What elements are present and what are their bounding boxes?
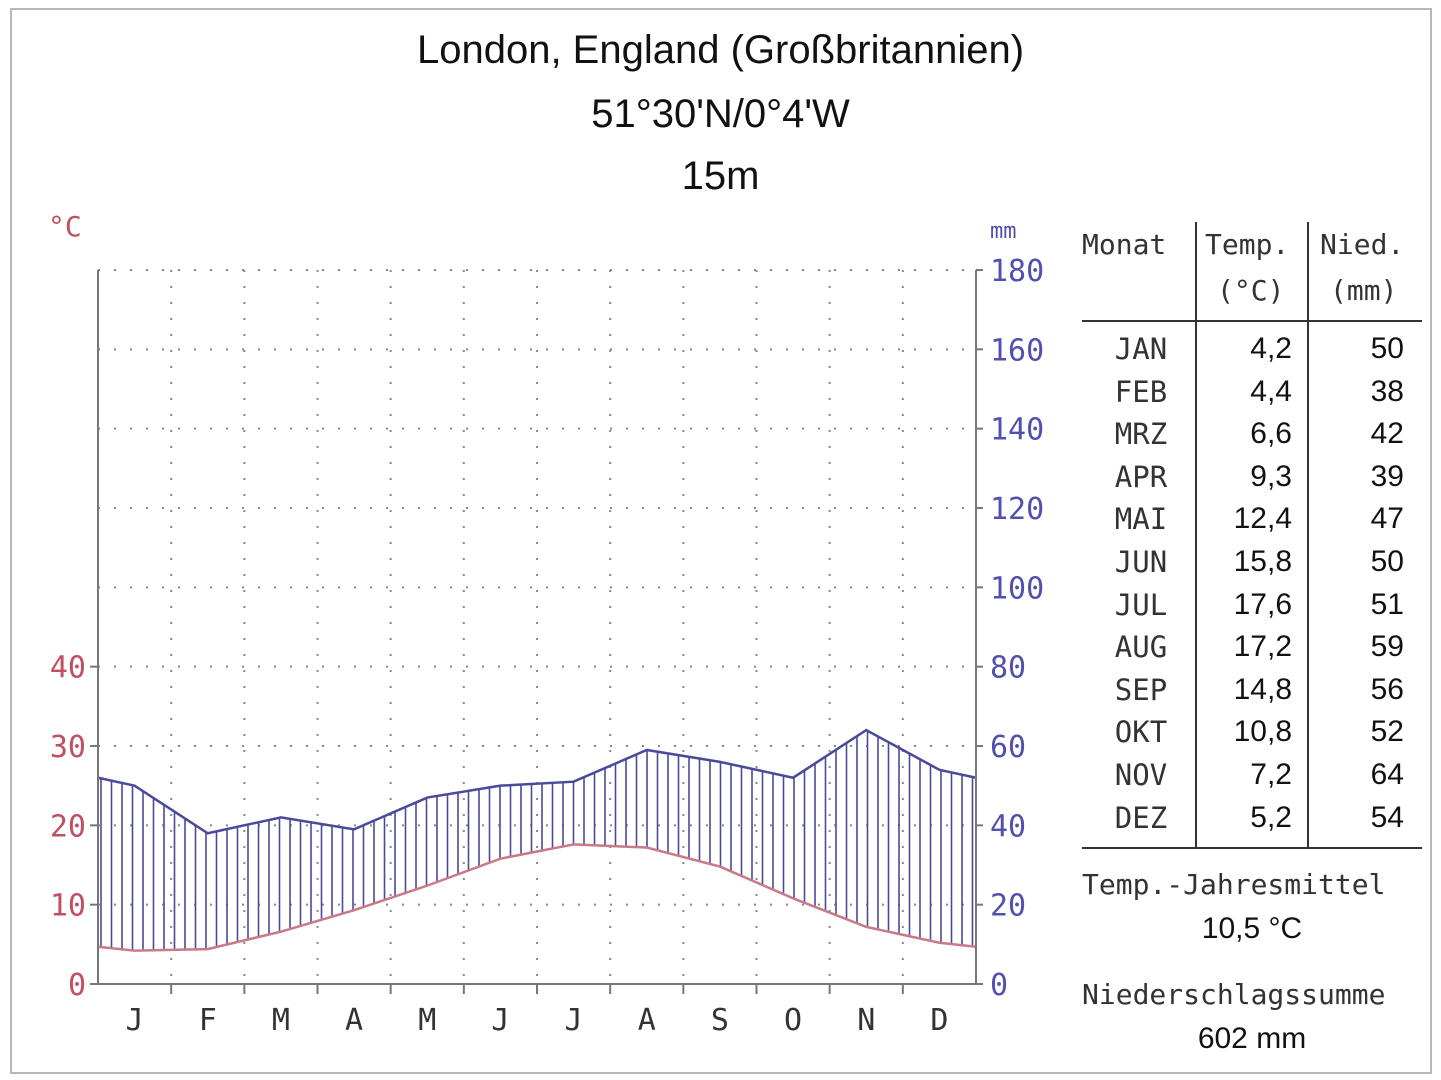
left-tick-label: 10 [50, 889, 86, 924]
left-tick-label: 20 [50, 809, 86, 844]
x-tick-label: J [565, 1003, 583, 1038]
left-axis-unit: °C [48, 210, 82, 243]
right-tick-label: 140 [990, 413, 1044, 448]
table-cell-temp: 12,4 [1233, 502, 1292, 536]
table-cell-month: JUN [1114, 545, 1168, 579]
table-header-month: Monat [1082, 228, 1167, 261]
temperature-line [97, 843, 977, 952]
x-tick-label: F [199, 1003, 217, 1038]
x-tick-label: N [857, 1003, 875, 1038]
table-cell-prec: 56 [1370, 672, 1404, 706]
table-cell-month: SEP [1114, 672, 1168, 707]
table-cell-month: JAN [1114, 332, 1168, 366]
table-cell-prec: 51 [1370, 587, 1404, 621]
annual-prec-label: Niederschlagssumme [1082, 978, 1386, 1011]
table-cell-month: OKT [1114, 715, 1168, 750]
left-tick-label: 40 [50, 651, 86, 686]
right-tick-label: 100 [990, 571, 1044, 606]
table-cell-month: MAI [1114, 502, 1168, 537]
table-cell-prec: 47 [1370, 502, 1404, 536]
right-tick-label: 20 [990, 889, 1026, 924]
axes: 0 20 40 60 80 100 120 140 160 180 0 10 20 30 40 J F M A M J J… [50, 254, 1044, 1038]
table-cell-prec: 38 [1370, 374, 1404, 408]
annual-prec-value: 602 mm [1197, 1022, 1307, 1055]
table-header-temp-unit: (°C) [1217, 274, 1285, 307]
table-cell-month: MRZ [1114, 417, 1168, 452]
table-cell-temp: 17,6 [1233, 587, 1292, 621]
table-cell-prec: 50 [1370, 332, 1404, 365]
table-cell-temp: 6,6 [1250, 417, 1292, 451]
right-tick-label: 160 [990, 333, 1044, 368]
x-tick-label: J [491, 1003, 509, 1038]
table-cell-month: JUL [1114, 587, 1168, 622]
table-cell-temp: 14,8 [1233, 672, 1292, 706]
table-cell-temp: 10,8 [1233, 715, 1292, 749]
table-header-temp: Temp. [1205, 228, 1290, 261]
x-tick-label: M [272, 1003, 290, 1038]
right-tick-label: 60 [990, 730, 1026, 765]
table-cell-month: DEZ [1114, 800, 1168, 835]
x-tick-label: J [126, 1003, 144, 1038]
table-cell-prec: 54 [1370, 800, 1404, 834]
right-axis-unit: mm [990, 219, 1017, 244]
table-cell-temp: 15,8 [1233, 545, 1292, 578]
right-tick-label: 120 [990, 492, 1044, 527]
right-tick-label: 40 [990, 809, 1026, 844]
left-tick-label: 0 [68, 968, 86, 1003]
chart-elevation: 15m [681, 154, 760, 198]
table-cell-temp: 4,4 [1250, 374, 1292, 408]
left-tick-label: 30 [50, 730, 86, 765]
x-tick-label: M [418, 1003, 436, 1038]
table-cell-temp: 4,2 [1250, 332, 1292, 365]
right-tick-label: 0 [990, 968, 1008, 1003]
right-tick-label: 180 [990, 254, 1044, 289]
table-cell-temp: 9,3 [1250, 459, 1292, 493]
x-tick-label: O [784, 1003, 802, 1038]
table-cell-prec: 52 [1370, 715, 1404, 749]
annual-temp-value: 10,5 °C [1201, 912, 1303, 945]
table-cell-prec: 64 [1370, 758, 1404, 791]
table-header-prec: Nied. [1320, 228, 1405, 261]
table-cell-prec: 42 [1370, 417, 1404, 451]
chart-coordinates: 51°30'N/0°4'W [591, 92, 850, 136]
table-cell-prec: 50 [1370, 545, 1404, 578]
right-tick-label: 80 [990, 651, 1026, 686]
table-cell-month: APR [1114, 459, 1168, 494]
x-tick-label: A [638, 1003, 656, 1038]
table-cell-temp: 5,2 [1250, 800, 1292, 834]
table-cell-month: AUG [1114, 630, 1168, 665]
table-cell-prec: 39 [1370, 459, 1404, 493]
series-lines [97, 728, 977, 952]
x-tick-label: D [930, 1003, 948, 1038]
table-cell-prec: 59 [1370, 630, 1404, 664]
chart-title: London, England (Großbritannien) [416, 28, 1025, 72]
table-cell-temp: 7,2 [1250, 758, 1292, 791]
table-cell-month: NOV [1114, 758, 1168, 792]
annual-temp-label: Temp.-Jahresmittel [1082, 868, 1386, 901]
x-tick-label: S [711, 1003, 729, 1038]
chart-frame [10, 8, 1432, 1074]
table-cell-month: FEB [1114, 374, 1168, 409]
x-tick-label: A [345, 1003, 363, 1038]
precipitation-line [97, 728, 977, 835]
table-header-prec-unit: (mm) [1330, 274, 1398, 307]
precipitation-hatch [100, 730, 974, 951]
table-cell-temp: 17,2 [1233, 630, 1292, 664]
